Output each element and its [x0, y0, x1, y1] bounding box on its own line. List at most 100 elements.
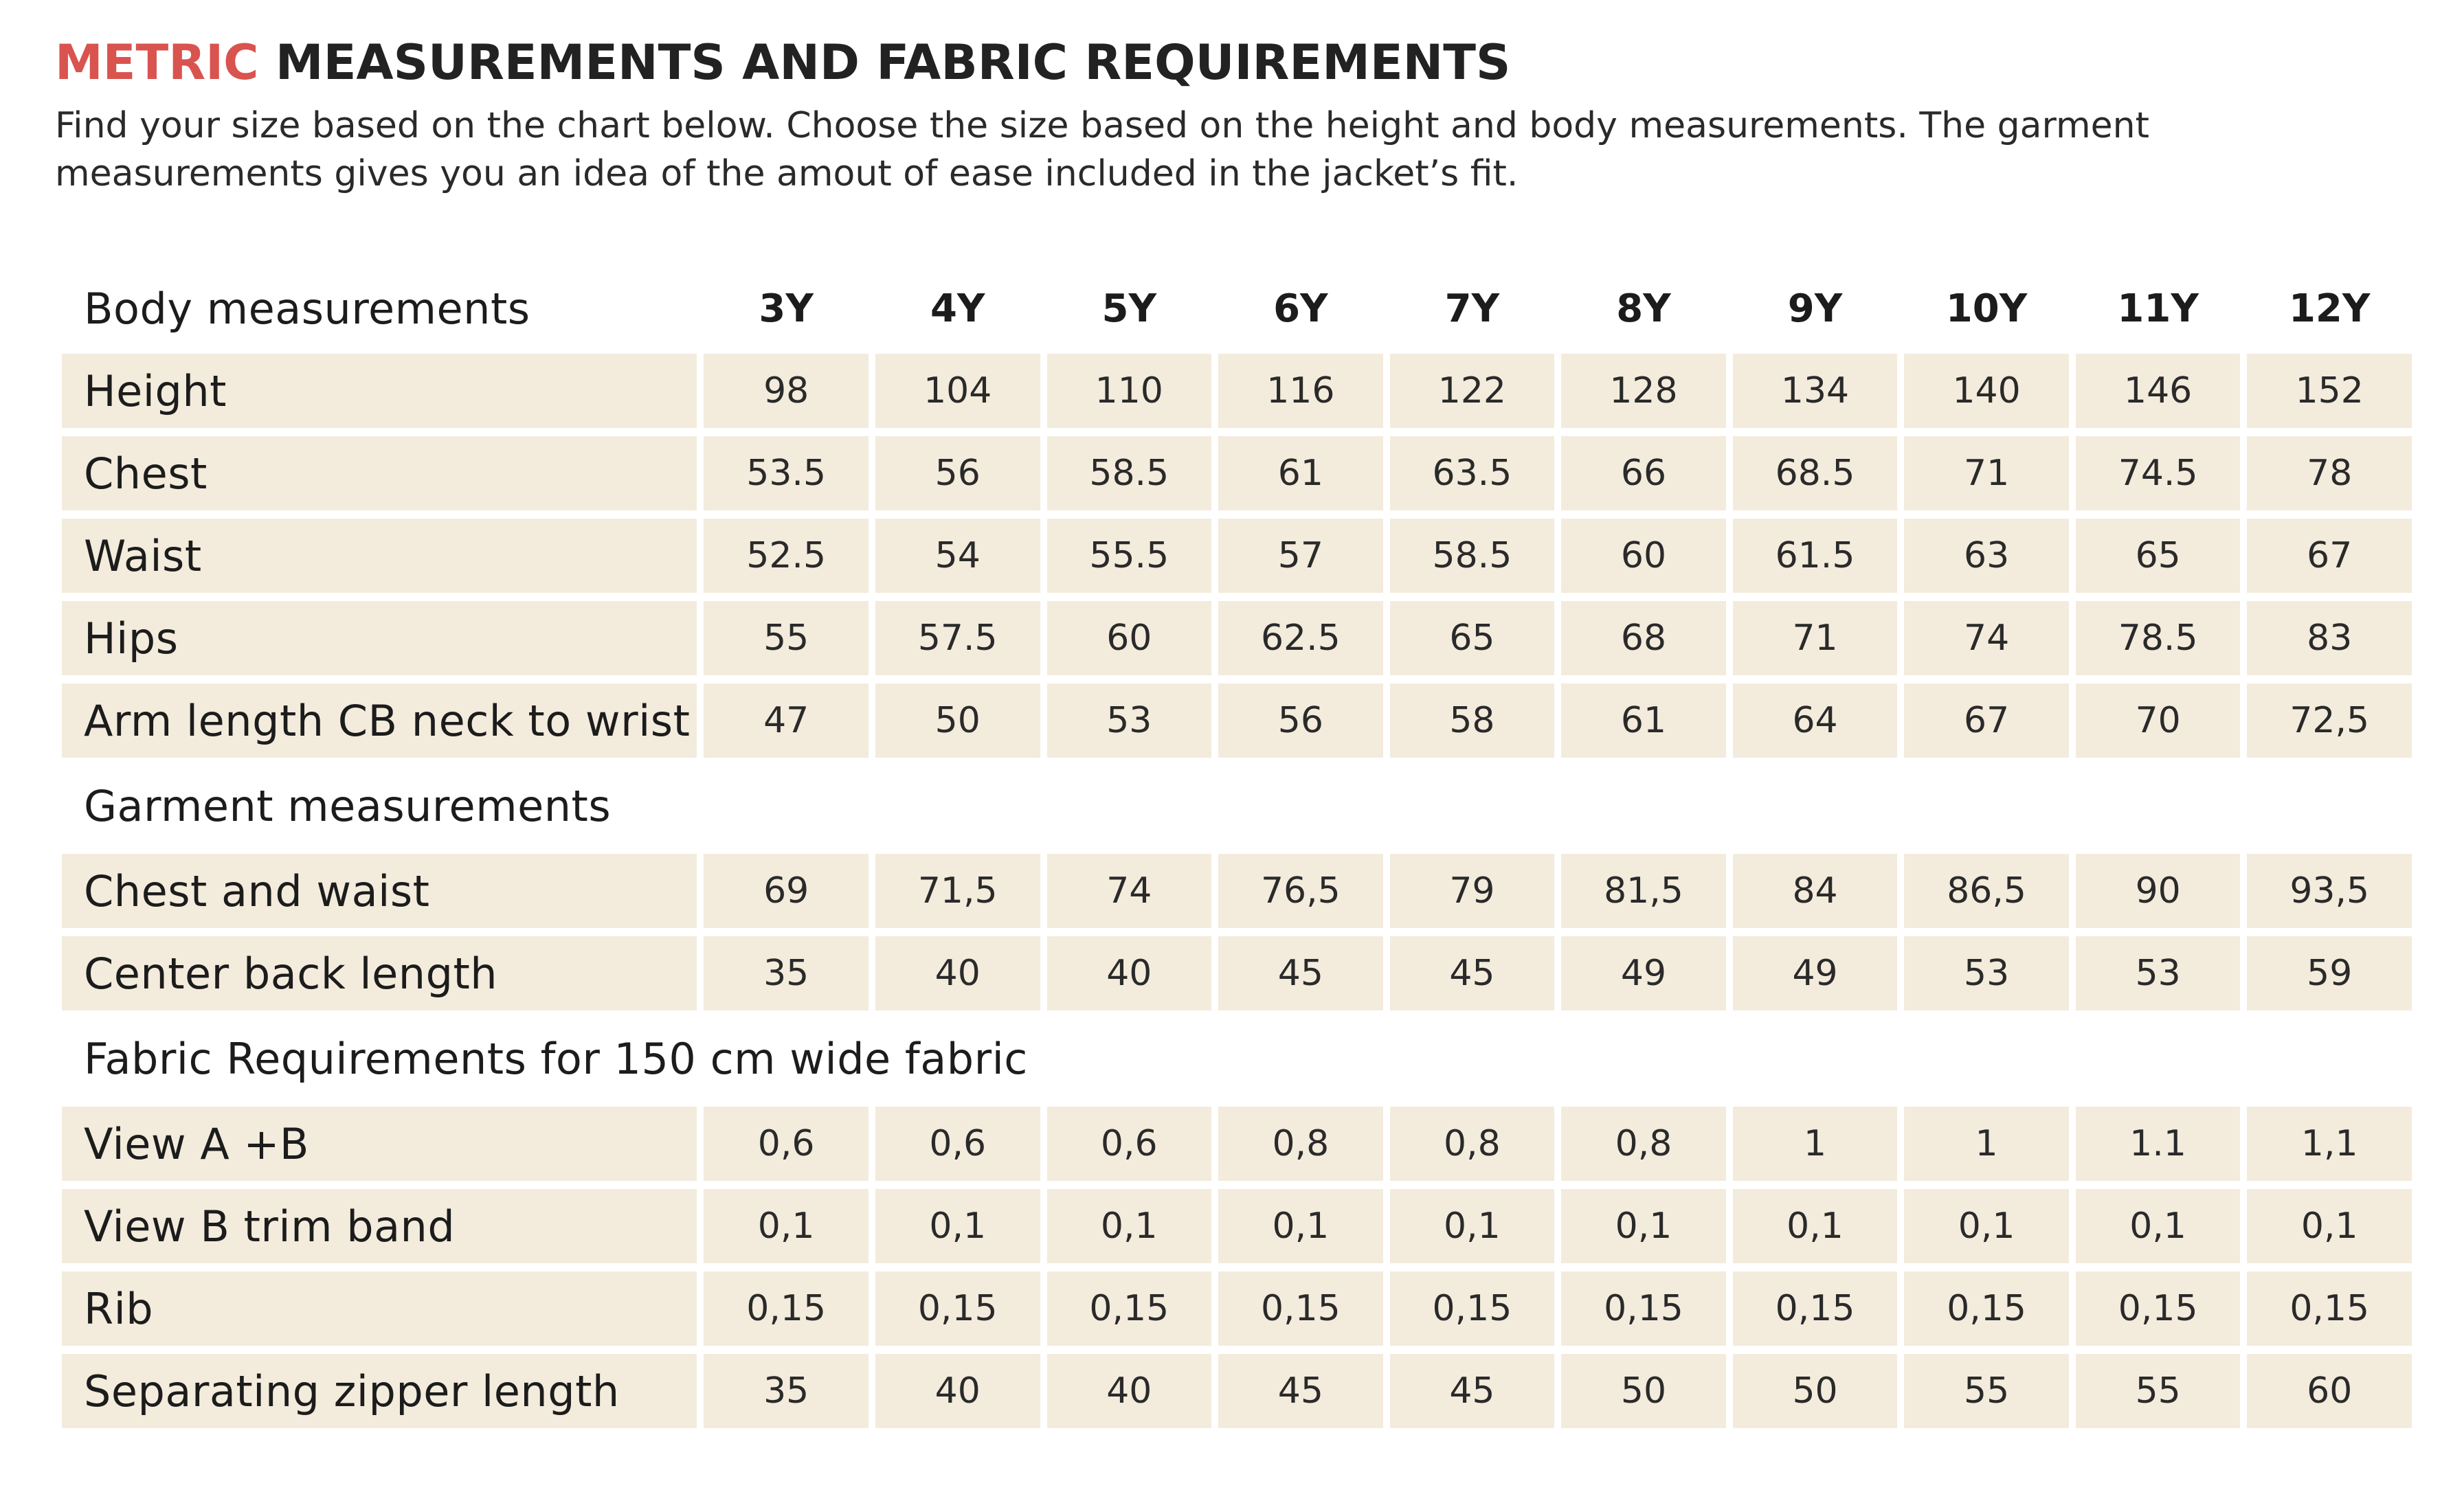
table-cell: 0,15 [704, 1271, 869, 1346]
table-cell: 67 [1904, 683, 2069, 758]
table-cell: 98 [704, 354, 869, 428]
section-heading-fabric: Fabric Requirements for 150 cm wide fabr… [62, 1021, 2412, 1107]
table-cell: 134 [1732, 354, 1898, 428]
size-header: 9Y [1787, 286, 1843, 331]
table-cell: 56 [875, 436, 1040, 510]
table-cell: 61 [1561, 683, 1726, 758]
table-cell: 71 [1904, 436, 2069, 510]
table-row-view-b-trim-band: View B trim band 0,1 0,1 0,1 0,1 0,1 0,1… [62, 1189, 2412, 1271]
table-cell: 60 [2247, 1354, 2412, 1428]
table-cell: 79 [1389, 854, 1555, 928]
table-cell: 122 [1389, 354, 1555, 428]
table-cell: 0,15 [1732, 1271, 1898, 1346]
table-row-separating-zipper-length: Separating zipper length 35 40 40 45 45 … [62, 1354, 2412, 1436]
table-cell: 40 [1046, 936, 1212, 1010]
table-cell: 128 [1561, 354, 1726, 428]
table-cell: 90 [2075, 854, 2241, 928]
table-cell: 47 [704, 683, 869, 758]
table-cell: 54 [875, 519, 1040, 593]
table-cell: 55 [2075, 1354, 2241, 1428]
table-cell: 0,1 [1904, 1189, 2069, 1263]
table-cell: 71,5 [875, 854, 1040, 928]
table-cell: 60 [1561, 519, 1726, 593]
table-cell: 45 [1218, 1354, 1383, 1428]
table-row-chest-and-waist: Chest and waist 69 71,5 74 76,5 79 81,5 … [62, 854, 2412, 936]
table-cell: 0,1 [1218, 1189, 1383, 1263]
table-cell: 152 [2247, 354, 2412, 428]
header-row: Body measurements 3Y 4Y 5Y 6Y 7Y 8Y 9Y 1… [62, 271, 2412, 354]
table-cell: 0,1 [875, 1189, 1040, 1263]
table-cell: 49 [1732, 936, 1898, 1010]
table-cell: 61.5 [1732, 519, 1898, 593]
table-cell: 140 [1904, 354, 2069, 428]
table-cell: 40 [875, 1354, 1040, 1428]
table-cell: 68.5 [1732, 436, 1898, 510]
table-cell: 1,1 [2247, 1107, 2412, 1181]
size-header: 6Y [1273, 286, 1328, 331]
table-cell: 65 [1389, 601, 1555, 675]
row-label: Center back length [62, 936, 697, 1010]
table-cell: 49 [1561, 936, 1726, 1010]
size-header: 12Y [2288, 286, 2371, 331]
table-row-height: Height 98 104 110 116 122 128 134 140 14… [62, 354, 2412, 436]
table-cell: 62.5 [1218, 601, 1383, 675]
table-row-center-back-length: Center back length 35 40 40 45 45 49 49 … [62, 936, 2412, 1021]
size-chart-table: Body measurements 3Y 4Y 5Y 6Y 7Y 8Y 9Y 1… [62, 271, 2412, 1436]
table-cell: 70 [2075, 683, 2241, 758]
table-row-arm-length: Arm length CB neck to wrist 47 50 53 56 … [62, 683, 2412, 769]
table-cell: 74.5 [2075, 436, 2241, 510]
table-cell: 1 [1732, 1107, 1898, 1181]
section-heading-garment: Garment measurements [62, 769, 2412, 854]
row-label: Waist [62, 519, 697, 593]
size-header: 10Y [1945, 286, 2028, 331]
intro-text: Find your size based on the chart below.… [55, 105, 2149, 194]
table-cell: 53 [1904, 936, 2069, 1010]
table-cell: 55.5 [1046, 519, 1212, 593]
row-label: Hips [62, 601, 697, 675]
table-cell: 81,5 [1561, 854, 1726, 928]
table-cell: 0,1 [2075, 1189, 2241, 1263]
table-cell: 0,1 [2247, 1189, 2412, 1263]
table-cell: 0,15 [1046, 1271, 1212, 1346]
size-header: 5Y [1101, 286, 1157, 331]
table-row-chest: Chest 53.5 56 58.5 61 63.5 66 68.5 71 74… [62, 436, 2412, 519]
table-cell: 64 [1732, 683, 1898, 758]
table-cell: 58 [1389, 683, 1555, 758]
table-cell: 63.5 [1389, 436, 1555, 510]
table-cell: 56 [1218, 683, 1383, 758]
table-cell: 0,15 [1561, 1271, 1726, 1346]
table-cell: 53 [1046, 683, 1212, 758]
table-cell: 45 [1389, 936, 1555, 1010]
table-cell: 55 [704, 601, 869, 675]
size-header: 8Y [1616, 286, 1671, 331]
table-cell: 0,15 [1904, 1271, 2069, 1346]
row-label: Arm length CB neck to wrist [62, 683, 697, 758]
header-label: Body measurements [84, 283, 530, 334]
table-row-rib: Rib 0,15 0,15 0,15 0,15 0,15 0,15 0,15 0… [62, 1271, 2412, 1354]
table-cell: 146 [2075, 354, 2241, 428]
table-cell: 59 [2247, 936, 2412, 1010]
table-cell: 58.5 [1046, 436, 1212, 510]
table-cell: 0,8 [1561, 1107, 1726, 1181]
size-header: 4Y [930, 286, 985, 331]
table-cell: 0,15 [2247, 1271, 2412, 1346]
table-cell: 35 [704, 936, 869, 1010]
table-cell: 53.5 [704, 436, 869, 510]
row-label: View B trim band [62, 1189, 697, 1263]
title-accent: METRIC [55, 34, 259, 91]
table-row-waist: Waist 52.5 54 55.5 57 58.5 60 61.5 63 65… [62, 519, 2412, 601]
table-cell: 0,15 [1389, 1271, 1555, 1346]
title-rest: MEASUREMENTS AND FABRIC REQUIREMENTS [275, 34, 1511, 91]
table-cell: 93,5 [2247, 854, 2412, 928]
table-cell: 116 [1218, 354, 1383, 428]
table-cell: 69 [704, 854, 869, 928]
table-cell: 0,6 [704, 1107, 869, 1181]
table-cell: 65 [2075, 519, 2241, 593]
table-cell: 104 [875, 354, 1040, 428]
table-cell: 67 [2247, 519, 2412, 593]
size-header: 7Y [1444, 286, 1500, 331]
table-cell: 0,1 [1046, 1189, 1212, 1263]
table-cell: 58.5 [1389, 519, 1555, 593]
table-cell: 72,5 [2247, 683, 2412, 758]
table-cell: 45 [1389, 1354, 1555, 1428]
